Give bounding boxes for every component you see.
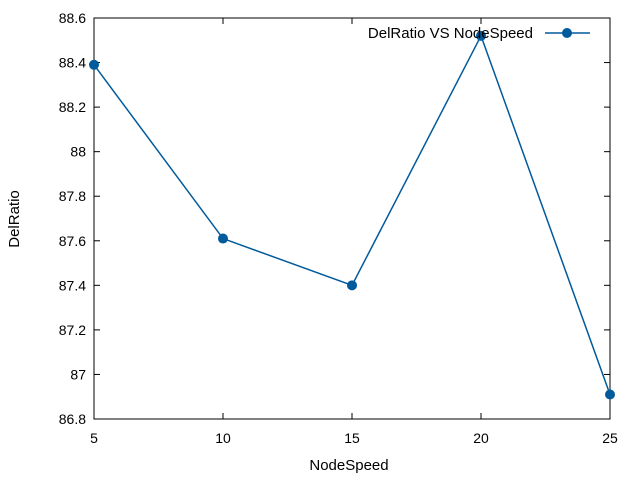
x-tick-label: 20 xyxy=(473,430,489,446)
legend-label: DelRatio VS NodeSpeed xyxy=(368,25,533,42)
y-axis-title: DelRatio xyxy=(6,190,23,248)
series-layer xyxy=(89,30,615,400)
data-point xyxy=(89,59,99,70)
ticks xyxy=(93,17,611,420)
x-tick-label: 10 xyxy=(215,430,231,446)
data-point xyxy=(218,233,228,244)
legend-marker xyxy=(562,28,572,38)
y-tick-label: 88.2 xyxy=(59,99,86,115)
y-tick-label: 87.4 xyxy=(59,277,86,293)
y-tick-label: 88.6 xyxy=(59,10,86,26)
plot-frame xyxy=(93,17,611,420)
y-tick-label: 87.8 xyxy=(59,188,86,204)
y-tick-label: 86.8 xyxy=(59,411,86,427)
y-tick-label: 87 xyxy=(70,366,86,382)
tick-labels: 86.8 87 87.2 87.4 87.6 87.8 88 88.2 88.4 88.6 5 10 1… xyxy=(59,10,618,446)
x-tick-label: 15 xyxy=(344,430,360,446)
series-line xyxy=(93,33,611,395)
x-tick-label: 5 xyxy=(90,430,98,446)
data-point xyxy=(476,30,486,41)
x-tick-label: 25 xyxy=(602,430,618,446)
y-tick-label: 88 xyxy=(70,144,86,160)
y-tick-label: 88.4 xyxy=(59,55,86,71)
data-point xyxy=(347,280,357,291)
x-axis-title: NodeSpeed xyxy=(309,457,388,474)
y-tick-label: 87.6 xyxy=(59,233,86,249)
data-point xyxy=(605,389,615,400)
legend: DelRatio VS NodeSpeed xyxy=(368,25,590,42)
y-tick-label: 87.2 xyxy=(59,322,86,338)
